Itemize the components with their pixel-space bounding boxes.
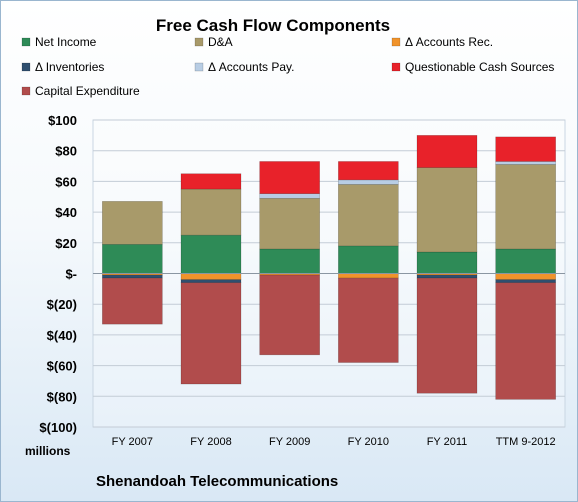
bar-delta-accounts-rec xyxy=(495,273,556,280)
x-tick-label: FY 2007 xyxy=(112,436,153,448)
legend-swatch xyxy=(21,86,31,96)
bar-delta-inventories xyxy=(495,279,556,284)
bar-net-income xyxy=(416,251,478,274)
bar-danda xyxy=(338,184,399,247)
legend-entry-delta-accounts-rec: Δ Accounts Rec. xyxy=(391,35,493,49)
y-tick-label: $60 xyxy=(55,174,77,189)
legend-label: Δ Accounts Rec. xyxy=(405,35,493,49)
legend-entry-delta-accounts-pay: Δ Accounts Pay. xyxy=(194,60,295,74)
bar-delta-accounts-pay xyxy=(495,161,556,165)
legend-entry-capital-expenditure: Capital Expenditure xyxy=(21,84,140,98)
y-tick-label: $(100) xyxy=(39,420,77,435)
bar-danda xyxy=(416,167,478,253)
bar-delta-accounts-pay xyxy=(259,193,320,199)
legend-swatch xyxy=(391,62,401,72)
legend-label: Net Income xyxy=(35,35,97,49)
bar-capital-expenditure xyxy=(495,282,556,400)
plot-area: $100 $80 $60 $40 $20 $- $(20) $(40) $(60) $(80) $(… xyxy=(39,113,566,448)
legend-label: Capital Expenditure xyxy=(35,84,140,98)
x-tick-label: FY 2010 xyxy=(348,436,389,448)
legend-label: D&A xyxy=(208,35,233,49)
bar-delta-inventories xyxy=(180,279,242,284)
bar-net-income xyxy=(102,244,163,274)
bar-net-income xyxy=(495,248,556,274)
x-tick-label: FY 2011 xyxy=(427,436,468,448)
chart-title: Free Cash Flow Components xyxy=(156,16,390,35)
bar-danda xyxy=(495,164,556,250)
y-tick-label: $(40) xyxy=(47,328,77,343)
bar-danda xyxy=(180,188,242,236)
bar-questionable-cash-sources xyxy=(495,136,556,162)
bar-questionable-cash-sources xyxy=(416,135,478,168)
y-tick-label: $20 xyxy=(55,236,77,251)
legend: Net Income D&A Δ Accounts Rec. Δ Inventorie… xyxy=(21,35,554,98)
bar-capital-expenditure xyxy=(259,274,320,356)
legend-entry-net-income: Net Income xyxy=(21,35,97,49)
y-tick-label: $100 xyxy=(48,113,77,128)
bar-questionable-cash-sources xyxy=(180,173,242,190)
y-tick-label: $- xyxy=(65,267,77,282)
bar-capital-expenditure xyxy=(102,277,163,325)
x-tick-label: FY 2008 xyxy=(190,436,231,448)
y-tick-label: $(80) xyxy=(47,389,77,404)
bar-net-income xyxy=(259,248,320,274)
units-label: millions xyxy=(25,444,71,458)
legend-swatch xyxy=(21,62,31,72)
y-tick-label: $80 xyxy=(55,144,77,159)
legend-label: Δ Inventories xyxy=(35,60,104,74)
bar-delta-accounts-rec xyxy=(180,273,242,280)
y-tick-label: $(20) xyxy=(47,297,77,312)
bar-danda xyxy=(259,197,320,250)
legend-swatch xyxy=(21,37,31,47)
legend-label: Questionable Cash Sources xyxy=(405,60,554,74)
bar-questionable-cash-sources xyxy=(338,161,399,181)
legend-entry-danda: D&A xyxy=(194,35,233,49)
bar-danda xyxy=(102,201,163,245)
x-tick-label: FY 2009 xyxy=(269,436,310,448)
legend-entry-questionable-cash-sources: Questionable Cash Sources xyxy=(391,60,554,74)
bar-net-income xyxy=(338,245,399,274)
legend-swatch xyxy=(194,62,204,72)
bar-delta-inventories xyxy=(416,274,478,279)
legend-swatch xyxy=(194,37,204,47)
bar-capital-expenditure xyxy=(416,277,478,394)
bar-questionable-cash-sources xyxy=(259,161,320,194)
bar-net-income xyxy=(180,234,242,274)
company-name: Shenandoah Telecommunications xyxy=(96,473,338,490)
legend-entry-delta-inventories: Δ Inventories xyxy=(21,60,104,74)
bar-capital-expenditure xyxy=(180,282,242,385)
legend-swatch xyxy=(391,37,401,47)
y-tick-label: $40 xyxy=(55,205,77,220)
bar-delta-accounts-rec xyxy=(338,273,399,279)
y-tick-label: $(60) xyxy=(47,359,77,374)
bar-delta-inventories xyxy=(102,274,163,279)
bar-delta-accounts-pay xyxy=(338,179,399,185)
bar-capital-expenditure xyxy=(338,277,399,363)
legend-label: Δ Accounts Pay. xyxy=(208,60,295,74)
x-tick-label: TTM 9-2012 xyxy=(496,436,556,448)
